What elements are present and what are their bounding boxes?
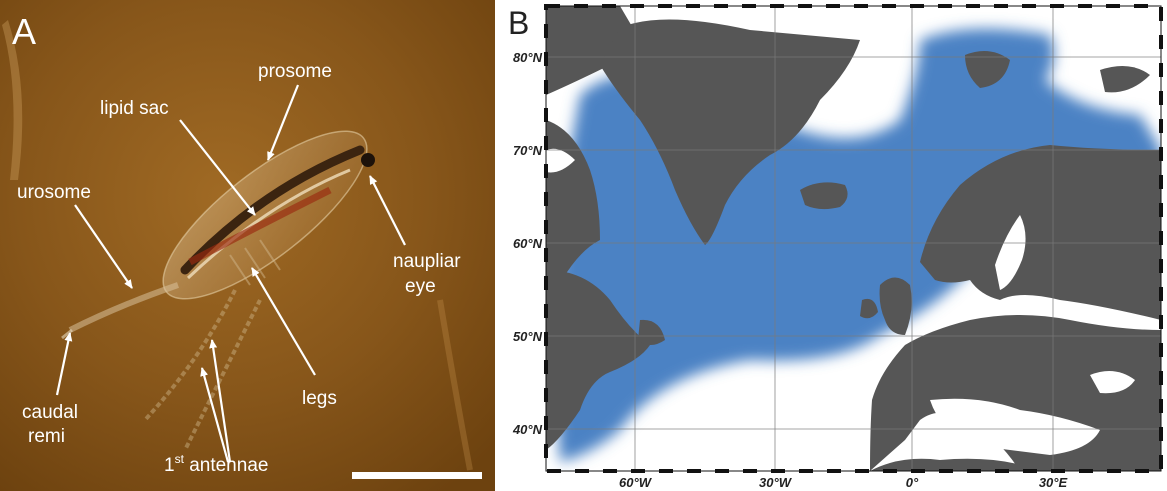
arrow-lipid-sac — [179, 119, 256, 216]
land-newfoundland — [638, 319, 665, 345]
arrow-prosome — [266, 84, 300, 161]
red-pigment — [188, 186, 332, 266]
arrow-caudal — [55, 332, 73, 396]
panel-letter-b: B — [508, 5, 529, 41]
label-remi: remi — [28, 426, 65, 447]
label-naupliar: naupliar — [393, 251, 461, 272]
map-frame-dashes — [544, 4, 1163, 473]
copepod — [61, 130, 375, 451]
arrow-urosome — [74, 204, 133, 289]
land-scandinavia-russia — [920, 145, 1161, 320]
lon-label-30e: 30°E — [1039, 475, 1068, 490]
map-frame — [544, 4, 1163, 473]
label-antennae: 1st antennae — [164, 452, 268, 476]
mediterranean-sea — [930, 398, 1100, 455]
land-novaya-zemlya — [1100, 66, 1150, 93]
lat-label-70: 70°N — [513, 143, 543, 158]
antenna-shape-2 — [183, 299, 262, 451]
label-antennae-word: antennae — [184, 455, 269, 476]
photo-streak — [437, 299, 473, 471]
arrow-naupliar-eye — [369, 175, 406, 246]
label-prosome: prosome — [258, 61, 332, 82]
lon-label-30w: 30°W — [759, 475, 793, 490]
land-greenland — [600, 19, 860, 246]
antenna-shape-1 — [143, 289, 237, 422]
hudson-strait — [546, 148, 575, 173]
land-north-america — [546, 270, 650, 450]
arrow-antenna-2 — [209, 339, 232, 463]
label-antennae-superscript: st — [175, 452, 185, 466]
land-canada-arctic — [546, 6, 640, 95]
legs-shape — [229, 239, 281, 286]
arrow-legs — [251, 267, 316, 376]
urosome-shape — [68, 282, 179, 333]
land-iceland — [800, 182, 848, 210]
lat-label-50: 50°N — [513, 329, 543, 344]
distribution-map-panel: B — [508, 4, 1163, 490]
panel-letter-a: A — [12, 11, 36, 52]
inland-waters — [546, 148, 1135, 455]
naupliar-eye-shape — [361, 153, 375, 167]
arrow-antenna-1 — [200, 367, 230, 463]
label-eye: eye — [405, 276, 436, 297]
gut-stripe — [186, 168, 351, 280]
lat-label-60: 60°N — [513, 236, 543, 251]
lat-label-80: 80°N — [513, 50, 543, 65]
land-ireland — [860, 298, 878, 319]
lon-label-0: 0° — [906, 475, 919, 490]
graticule — [546, 6, 1161, 471]
longitude-labels: 60°W 30°W 0° 30°E — [619, 475, 1067, 490]
label-lipid-sac: lipid sac — [100, 98, 169, 119]
scale-bar — [352, 472, 482, 479]
black-sea — [1090, 371, 1135, 394]
label-antennae-number: 1 — [164, 455, 175, 476]
baltic-sea — [995, 215, 1026, 290]
label-urosome: urosome — [17, 182, 91, 203]
annotation-labels: A prosome lipid sac urosome naupliar eye… — [12, 11, 461, 476]
lon-label-60w: 60°W — [619, 475, 653, 490]
land-svalbard — [965, 51, 1010, 88]
label-legs: legs — [302, 388, 337, 409]
label-caudal: caudal — [22, 402, 78, 423]
lat-label-40: 40°N — [512, 422, 543, 437]
photo-glare — [2, 20, 23, 180]
land-british-isles — [879, 277, 912, 335]
latitude-labels: 80°N 70°N 60°N 50°N 40°N — [512, 50, 543, 437]
annotation-arrows — [55, 84, 406, 463]
copepod-photo-panel: A prosome lipid sac urosome naupliar eye… — [0, 0, 495, 491]
land-north-africa — [870, 458, 1040, 471]
